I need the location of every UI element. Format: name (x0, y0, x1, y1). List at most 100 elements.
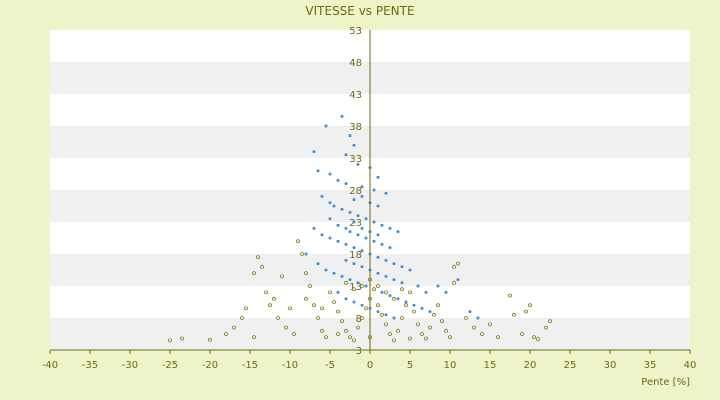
scatter-point (284, 325, 288, 330)
x-tick-label: 5 (407, 360, 413, 371)
scatter-point (240, 316, 244, 320)
scatter-point (344, 242, 348, 246)
scatter-point (400, 281, 404, 285)
scatter-point (356, 281, 360, 285)
scatter-point (380, 223, 384, 227)
scatter-point (420, 306, 424, 310)
scatter-point (376, 303, 380, 308)
scatter-point (352, 198, 356, 202)
scatter-point (360, 316, 364, 320)
scatter-point (396, 297, 400, 301)
chart-title: VITESSE vs PENTE (305, 4, 414, 18)
scatter-point (344, 226, 348, 230)
scatter-point (340, 274, 344, 278)
scatter-point (436, 284, 440, 288)
scatter-point (452, 280, 456, 285)
scatter-point (388, 226, 392, 230)
scatter-point (336, 290, 340, 294)
scatter-point (360, 284, 364, 288)
scatter-point (476, 316, 480, 320)
scatter-point (392, 296, 396, 301)
scatter-point (436, 303, 440, 308)
scatter-point (544, 325, 548, 330)
scatter-point (332, 271, 336, 275)
scatter-point (444, 328, 448, 333)
scatter-point (328, 172, 332, 176)
scatter-point (352, 220, 356, 224)
x-tick-label: 10 (444, 360, 457, 371)
scatter-point (340, 207, 344, 211)
scatter-point (280, 274, 284, 279)
scatter-point (304, 271, 308, 276)
scatter-point (352, 262, 356, 266)
scatter-point (536, 337, 540, 342)
scatter-point (364, 217, 368, 221)
scatter-point (392, 338, 396, 343)
scatter-point (348, 335, 352, 340)
y-tick-label: 48 (349, 58, 362, 69)
scatter-point (392, 262, 396, 266)
y-tick-label: 18 (349, 250, 362, 261)
scatter-point (548, 319, 552, 324)
scatter-point (296, 239, 300, 244)
scatter-point (252, 271, 256, 276)
x-tick-label: -10 (282, 360, 298, 371)
y-tick-label: 43 (349, 90, 362, 101)
scatter-point (344, 182, 348, 186)
scatter-point (360, 194, 364, 198)
scatter-point (364, 284, 368, 288)
scatter-point (384, 290, 388, 295)
scatter-point (352, 246, 356, 250)
y-tick-label: 38 (349, 122, 362, 133)
scatter-point (336, 239, 340, 243)
x-tick-label: -40 (42, 360, 58, 371)
scatter-point (376, 233, 380, 237)
scatter-point (428, 310, 432, 314)
scatter-point (316, 262, 320, 266)
scatter-point (408, 290, 412, 295)
scatter-point (312, 150, 316, 154)
scatter-point (384, 191, 388, 195)
scatter-point (268, 303, 272, 308)
scatter-point (520, 332, 524, 336)
scatter-point (304, 252, 308, 256)
scatter-point (388, 246, 392, 250)
scatter-point (360, 226, 364, 230)
x-tick-label: -35 (82, 360, 98, 371)
scatter-point (328, 217, 332, 221)
scatter-point (324, 335, 328, 340)
scatter-point (416, 284, 420, 288)
scatter-point (340, 114, 344, 118)
scatter-point (260, 264, 264, 269)
scatter-point (344, 328, 348, 333)
scatter-point (324, 124, 328, 128)
scatter-point (256, 255, 260, 260)
y-tick-label: 3 (356, 346, 362, 357)
scatter-point (244, 306, 248, 311)
scatter-point (348, 278, 352, 282)
x-tick-label: 35 (644, 360, 657, 371)
scatter-point (340, 319, 344, 324)
scatter-point (328, 236, 332, 240)
scatter-point (420, 332, 424, 336)
scatter-point (320, 306, 324, 311)
x-tick-label: 15 (484, 360, 497, 371)
x-tick-label: 40 (684, 360, 697, 371)
scatter-point (352, 300, 356, 304)
scatter-point (300, 252, 304, 256)
scatter-point (356, 214, 360, 218)
scatter-point (336, 178, 340, 182)
scatter-point (384, 313, 388, 317)
scatter-point (376, 310, 380, 314)
scatter-point (384, 322, 388, 327)
scatter-point (412, 303, 416, 307)
scatter-point (352, 287, 356, 292)
x-tick-label: 20 (524, 360, 537, 371)
scatter-point (380, 290, 384, 294)
scatter-point (384, 258, 388, 262)
scatter-point (360, 265, 364, 269)
scatter-point (508, 293, 512, 298)
scatter-point (388, 332, 392, 336)
scatter-point (276, 316, 280, 320)
scatter-point (380, 312, 384, 317)
